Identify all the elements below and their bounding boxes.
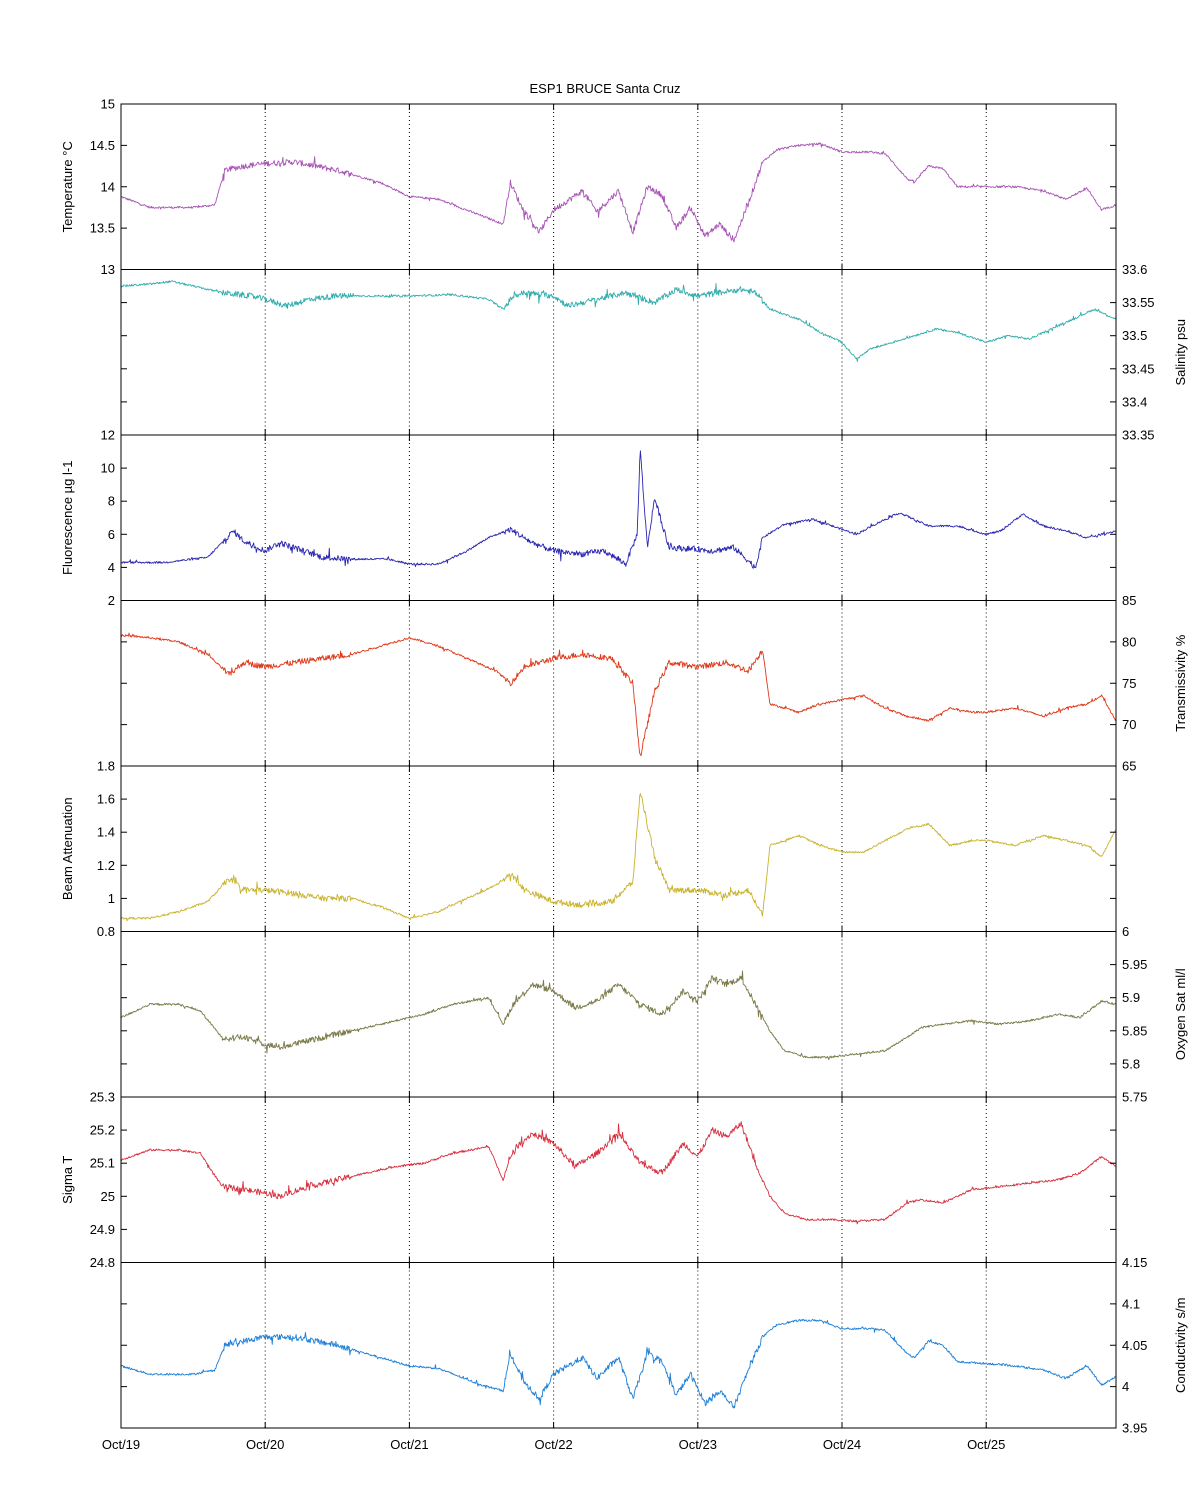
panel-7: 24.8 24.9 25 25.1 25.2 25.3 Sigma T — [60, 1090, 1117, 1270]
y-tick-label: 4.15 — [1122, 1255, 1147, 1270]
series-line-3 — [120, 450, 1117, 569]
y-tick-label: 25.2 — [90, 1123, 115, 1138]
y-tick-label: 5.9 — [1122, 990, 1140, 1005]
y-tick-label: 24.9 — [90, 1222, 115, 1237]
y-tick-label: 75 — [1122, 676, 1136, 691]
y-tick-label: 25 — [101, 1189, 115, 1204]
x-tick-label: Oct/25 — [967, 1437, 1005, 1452]
x-tick-label: Oct/24 — [823, 1437, 861, 1452]
y-tick-label: 4 — [1122, 1379, 1129, 1394]
panel-3: 2 4 6 8 10 12 Fluorescence µg l-1 — [60, 428, 1117, 608]
panel-frame — [120, 434, 1117, 601]
series-line-1 — [120, 142, 1117, 243]
panel-frame — [120, 1262, 1117, 1429]
panel-frame — [120, 103, 1117, 270]
y-tick-label: 1 — [108, 891, 115, 906]
x-tick-label: Oct/20 — [246, 1437, 284, 1452]
y-tick-label: 65 — [1122, 759, 1136, 774]
y-tick-label: 4 — [108, 560, 115, 575]
panel-4: 65 70 75 80 85 Transmissivity % — [120, 593, 1188, 774]
y-tick-label: 33.35 — [1122, 428, 1155, 443]
y-axis-label: Beam Attenuation — [60, 797, 75, 900]
y-tick-label: 1.2 — [97, 858, 115, 873]
y-tick-label: 1.6 — [97, 792, 115, 807]
y-tick-label: 1.8 — [97, 759, 115, 774]
y-axis-label: Conductivity s/m — [1173, 1298, 1188, 1393]
y-tick-label: 85 — [1122, 593, 1136, 608]
y-tick-label: 6 — [108, 527, 115, 542]
y-axis-label: Salinity psu — [1173, 319, 1188, 385]
y-tick-label: 1.4 — [97, 825, 115, 840]
y-tick-label: 4.05 — [1122, 1338, 1147, 1353]
y-axis-label: Transmissivity % — [1173, 634, 1188, 731]
x-tick-label: Oct/21 — [390, 1437, 428, 1452]
y-tick-label: 14 — [101, 179, 115, 194]
y-tick-label: 33.5 — [1122, 328, 1147, 343]
y-tick-label: 5.95 — [1122, 957, 1147, 972]
y-tick-label: 0.8 — [97, 924, 115, 939]
series-line-5 — [120, 793, 1117, 922]
y-tick-label: 12 — [101, 428, 115, 443]
x-tick-label: Oct/19 — [102, 1437, 140, 1452]
y-tick-label: 3.95 — [1122, 1421, 1147, 1436]
y-tick-label: 8 — [108, 494, 115, 509]
y-axis-label: Sigma T — [60, 1156, 75, 1204]
y-tick-label: 70 — [1122, 717, 1136, 732]
y-tick-label: 10 — [101, 461, 115, 476]
series-line-4 — [120, 632, 1117, 757]
y-tick-label: 25.1 — [90, 1156, 115, 1171]
y-tick-label: 13.5 — [90, 221, 115, 236]
y-tick-label: 14.5 — [90, 138, 115, 153]
panel-frame — [120, 1096, 1117, 1263]
panel-2: 33.35 33.4 33.45 33.5 33.55 33.6 Salinity psu — [120, 262, 1188, 443]
y-tick-label: 33.55 — [1122, 295, 1155, 310]
y-tick-label: 5.85 — [1122, 1023, 1147, 1038]
series-line-7 — [120, 1121, 1117, 1225]
panel-6: 5.75 5.8 5.85 5.9 5.95 6 Oxygen Sat ml/l — [120, 924, 1188, 1105]
x-tick-label: Oct/22 — [534, 1437, 572, 1452]
panel-1: 13 13.5 14 14.5 15 Temperature °C — [60, 97, 1117, 277]
y-axis-label: Fluorescence µg l-1 — [60, 461, 75, 575]
y-tick-label: 5.8 — [1122, 1056, 1140, 1071]
panel-5: 0.8 1 1.2 1.4 1.6 1.8 Beam Attenuation — [60, 759, 1117, 939]
y-tick-label: 5.75 — [1122, 1090, 1147, 1105]
y-tick-label: 25.3 — [90, 1090, 115, 1105]
y-tick-label: 33.45 — [1122, 361, 1155, 376]
series-line-2 — [120, 280, 1117, 362]
panel-8: 3.95 4 4.05 4.1 4.15 Conductivity s/m — [120, 1255, 1188, 1436]
chart-title: ESP1 BRUCE Santa Cruz — [529, 81, 680, 96]
y-axis-label: Temperature °C — [60, 141, 75, 232]
panel-frame — [120, 931, 1117, 1098]
y-tick-label: 6 — [1122, 924, 1129, 939]
y-tick-label: 4.1 — [1122, 1296, 1140, 1311]
panel-frame — [120, 765, 1117, 932]
y-tick-label: 2 — [108, 593, 115, 608]
series-line-6 — [120, 970, 1117, 1061]
x-axis: Oct/19 Oct/20 Oct/21 Oct/22 Oct/23 Oct/24 Oct/… — [102, 1437, 1006, 1452]
y-tick-label: 24.8 — [90, 1255, 115, 1270]
y-tick-label: 13 — [101, 262, 115, 277]
panel-frame — [120, 600, 1117, 767]
series-line-8 — [120, 1318, 1117, 1409]
y-tick-label: 15 — [101, 97, 115, 112]
y-tick-label: 33.6 — [1122, 262, 1147, 277]
y-tick-label: 80 — [1122, 634, 1136, 649]
y-axis-label: Oxygen Sat ml/l — [1173, 968, 1188, 1060]
y-tick-label: 33.4 — [1122, 394, 1147, 409]
x-tick-label: Oct/23 — [679, 1437, 717, 1452]
